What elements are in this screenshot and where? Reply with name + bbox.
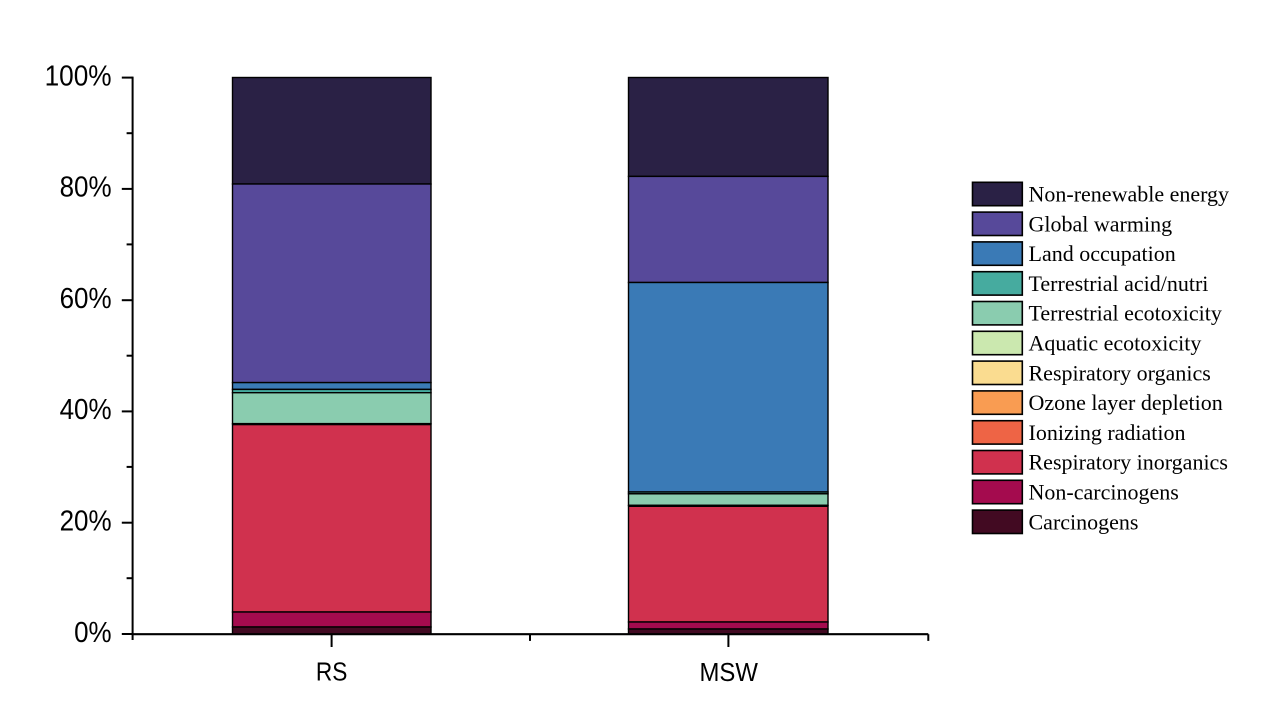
svg-text:Non-renewable energy: Non-renewable energy [1029, 182, 1230, 207]
svg-text:Global warming: Global warming [1029, 211, 1173, 236]
svg-text:0%: 0% [74, 617, 112, 649]
svg-text:Respiratory inorganics: Respiratory inorganics [1029, 450, 1228, 475]
svg-text:80%: 80% [60, 172, 112, 204]
svg-text:RS: RS [316, 657, 348, 687]
svg-text:Carcinogens: Carcinogens [1029, 509, 1139, 534]
svg-text:20%: 20% [60, 506, 112, 538]
svg-text:Non-carcinogens: Non-carcinogens [1029, 480, 1179, 505]
svg-text:Aquatic ecotoxicity: Aquatic ecotoxicity [1029, 331, 1202, 356]
svg-text:Terrestrial acid/nutri: Terrestrial acid/nutri [1029, 271, 1209, 296]
svg-text:Ionizing radiation: Ionizing radiation [1029, 420, 1186, 445]
svg-text:40%: 40% [60, 394, 112, 426]
svg-text:Land occupation: Land occupation [1029, 241, 1176, 266]
svg-text:Respiratory organics: Respiratory organics [1029, 360, 1211, 385]
svg-text:MSW: MSW [700, 657, 759, 687]
svg-text:60%: 60% [60, 283, 112, 315]
svg-text:Terrestrial ecotoxicity: Terrestrial ecotoxicity [1029, 301, 1222, 326]
svg-text:100%: 100% [45, 60, 112, 92]
svg-text:Ozone layer depletion: Ozone layer depletion [1029, 390, 1223, 415]
